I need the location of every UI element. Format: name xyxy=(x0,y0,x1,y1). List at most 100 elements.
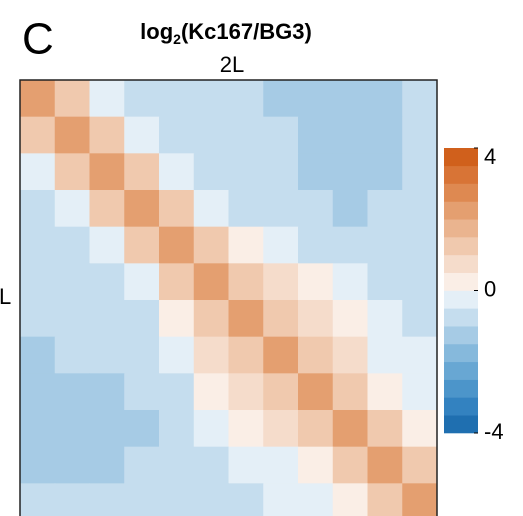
colorbar-tick-label: 4 xyxy=(484,144,496,169)
heatmap-cell xyxy=(124,483,160,516)
colorbar-step xyxy=(444,148,478,167)
title-base: log xyxy=(140,19,173,44)
heatmap-cell xyxy=(124,226,160,264)
heatmap-cell xyxy=(298,226,334,264)
colorbar-step xyxy=(444,272,478,291)
heatmap-cell xyxy=(367,80,403,118)
heatmap-cell xyxy=(159,116,195,154)
colorbar-step xyxy=(444,254,478,273)
colorbar-tick-label: -4 xyxy=(484,419,504,444)
heatmap-cell xyxy=(89,336,125,374)
heatmap-cell xyxy=(367,263,403,301)
heatmap-cell xyxy=(263,336,299,374)
heatmap-cell xyxy=(332,446,368,484)
heatmap-cell xyxy=(228,446,264,484)
heatmap-cell xyxy=(332,226,368,264)
heatmap-cell xyxy=(20,226,56,264)
heatmap-cell xyxy=(159,336,195,374)
heatmap-cell xyxy=(89,153,125,191)
title-rest: (Kc167/BG3) xyxy=(181,19,312,44)
heatmap-cell xyxy=(20,373,56,411)
heatmap-cell xyxy=(263,263,299,301)
heatmap-cell xyxy=(367,300,403,338)
heatmap-cell xyxy=(263,483,299,516)
heatmap-cell xyxy=(54,190,90,228)
heatmap-cell xyxy=(298,300,334,338)
chart-title: log2(Kc167/BG3) xyxy=(140,19,312,47)
colorbar-step xyxy=(444,361,478,380)
heatmap-cell xyxy=(159,263,195,301)
colorbar-step xyxy=(444,290,478,309)
heatmap-cell xyxy=(298,373,334,411)
heatmap-cell xyxy=(89,410,125,448)
heatmap-cell xyxy=(402,226,438,264)
heatmap-cell xyxy=(193,300,229,338)
heatmap-cell xyxy=(228,483,264,516)
heatmap-cell xyxy=(402,410,438,448)
heatmap-cell xyxy=(124,80,160,118)
heatmap-cell xyxy=(298,153,334,191)
heatmap-cell xyxy=(20,153,56,191)
heatmap-cell xyxy=(298,263,334,301)
heatmap-cell xyxy=(367,446,403,484)
heatmap-cell xyxy=(20,80,56,118)
colorbar: -4 0 4 xyxy=(444,144,504,444)
heatmap-cell xyxy=(193,373,229,411)
heatmap-cell xyxy=(263,300,299,338)
y-axis-label: L xyxy=(0,284,11,309)
heatmap-cell xyxy=(332,373,368,411)
heatmap-cell xyxy=(20,300,56,338)
heatmap-cell xyxy=(124,263,160,301)
heatmap-cell xyxy=(89,263,125,301)
heatmap-cell xyxy=(159,80,195,118)
colorbar-step xyxy=(444,343,478,363)
heatmap-cell xyxy=(228,263,264,301)
heatmap-cell xyxy=(332,153,368,191)
heatmap-cell xyxy=(228,410,264,448)
heatmap-cell xyxy=(124,190,160,228)
heatmap-cell xyxy=(159,190,195,228)
heatmap-cell xyxy=(402,80,438,118)
colorbar-step xyxy=(444,183,478,202)
heatmap-cell xyxy=(124,446,160,484)
heatmap-cell xyxy=(402,336,438,374)
heatmap-cell xyxy=(124,373,160,411)
colorbar-step xyxy=(444,219,478,238)
heatmap-cell xyxy=(54,80,90,118)
heatmap-cell xyxy=(20,483,56,516)
heatmap-cell xyxy=(159,483,195,516)
heatmap-cell xyxy=(367,336,403,374)
heatmap-cell xyxy=(263,116,299,154)
heatmap-cell xyxy=(20,446,56,484)
heatmap-cell xyxy=(298,446,334,484)
colorbar-step xyxy=(444,165,478,184)
heatmap-cell xyxy=(298,410,334,448)
heatmap-cell xyxy=(367,190,403,228)
heatmap-cell xyxy=(228,80,264,118)
heatmap-cell xyxy=(402,153,438,191)
heatmap-cell xyxy=(332,263,368,301)
heatmap-cell xyxy=(124,116,160,154)
heatmap-cell xyxy=(89,190,125,228)
heatmap-cell xyxy=(367,116,403,154)
heatmap-cell xyxy=(54,446,90,484)
heatmap-cell xyxy=(228,300,264,338)
heatmap-cell xyxy=(89,373,125,411)
heatmap-frame xyxy=(19,79,438,516)
heatmap-cell xyxy=(54,410,90,448)
heatmap-cell xyxy=(193,263,229,301)
heatmap-cell xyxy=(402,483,438,516)
heatmap-cell xyxy=(193,483,229,516)
heatmap-cell xyxy=(54,153,90,191)
heatmap-cell xyxy=(124,336,160,374)
heatmap-cell xyxy=(20,263,56,301)
colorbar-step xyxy=(444,397,478,416)
heatmap-cell xyxy=(263,153,299,191)
colorbar-step xyxy=(444,415,478,434)
heatmap-cell xyxy=(124,410,160,448)
heatmap-cell xyxy=(332,336,368,374)
heatmap-cell xyxy=(402,263,438,301)
heatmap-cell xyxy=(367,226,403,264)
heatmap-cell xyxy=(228,116,264,154)
heatmap-cell xyxy=(402,300,438,338)
